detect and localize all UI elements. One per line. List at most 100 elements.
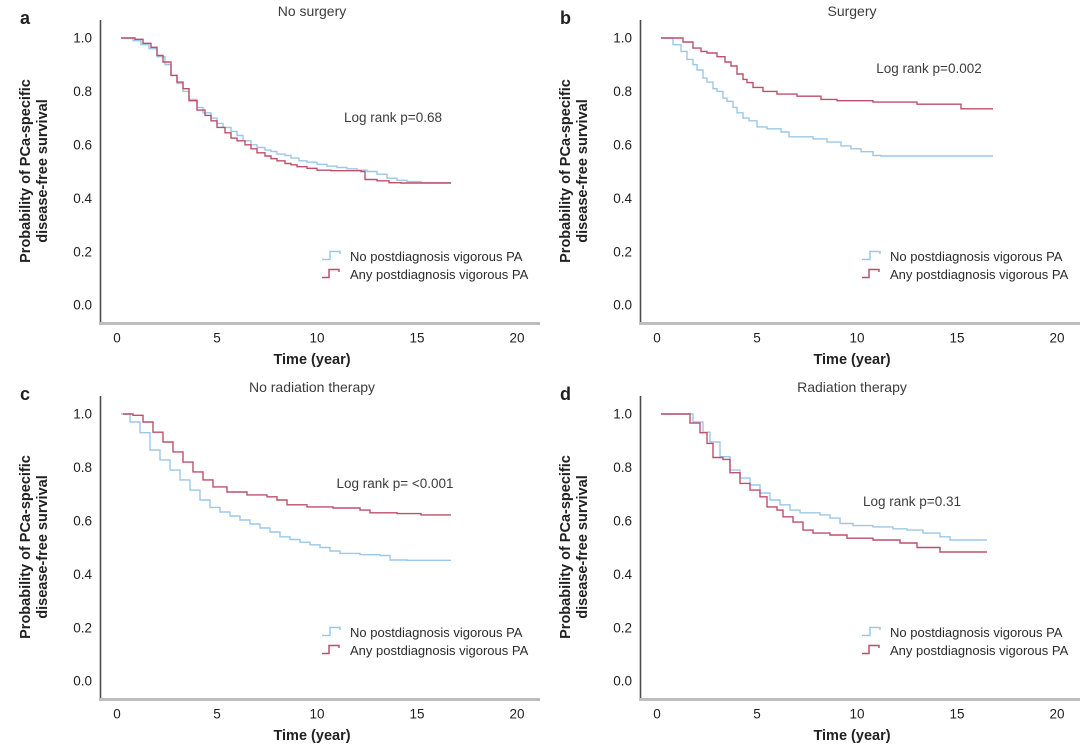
panel-d: d Radiation therapy Probability of PCa-s…	[540, 376, 1080, 753]
y-axis-label-line2: disease-free survival	[35, 475, 51, 618]
x-axis-label: Time (year)	[273, 352, 350, 368]
survival-curve-any-pa	[661, 413, 987, 553]
survival-curve-any-pa	[661, 37, 993, 110]
survival-curves	[121, 413, 451, 561]
survival-curve-no-pa	[661, 37, 993, 157]
legend: No postdiagnosis vigorous PA Any postdia…	[322, 249, 529, 282]
legend: No postdiagnosis vigorous PA Any postdia…	[862, 249, 1069, 282]
panel-b: b Surgery Probability of PCa-specific di…	[540, 0, 1080, 376]
x-tick-label: 0	[113, 331, 121, 346]
x-tick-label: 5	[753, 707, 761, 722]
y-tick-label: 1.0	[613, 31, 632, 46]
axis-tick-labels: 0 5 10 15 20 1.0 0.8 0.6 0.4 0.2 0.0	[73, 407, 524, 722]
x-tick-label: 5	[753, 331, 761, 346]
y-axis-label-line2: disease-free survival	[575, 99, 591, 242]
panel-letter: c	[20, 384, 30, 404]
y-tick-label: 0.0	[613, 674, 632, 689]
legend-label-no-pa: No postdiagnosis vigorous PA	[890, 249, 1063, 264]
x-tick-label: 5	[213, 707, 221, 722]
survival-plot-c: c No radiation therapy Probability of PC…	[18, 379, 540, 744]
y-tick-label: 0.6	[613, 514, 632, 529]
y-tick-label: 1.0	[613, 407, 632, 422]
survival-plot-b: b Surgery Probability of PCa-specific di…	[558, 3, 1080, 368]
legend-swatch-no-pa-icon	[862, 250, 881, 261]
y-tick-label: 0.0	[73, 674, 92, 689]
axis-tick-labels: 0 5 10 15 20 1.0 0.8 0.6 0.4 0.2 0.0	[73, 31, 524, 346]
panel-title: No surgery	[278, 3, 346, 19]
survival-curves	[661, 413, 987, 553]
y-tick-label: 0.2	[73, 620, 92, 635]
logrank-p-label: Log rank p=0.68	[344, 110, 442, 125]
x-tick-label: 10	[849, 331, 864, 346]
x-axis-label: Time (year)	[813, 728, 890, 744]
logrank-p-label: Log rank p= <0.001	[336, 476, 453, 491]
panel-title: Radiation therapy	[797, 379, 907, 395]
survival-curves	[661, 37, 993, 157]
logrank-p-label: Log rank p=0.31	[863, 494, 961, 509]
survival-plot-a: a No surgery Probability of PCa-specific…	[18, 3, 540, 368]
legend-label-any-pa: Any postdiagnosis vigorous PA	[890, 267, 1069, 282]
y-tick-label: 0.2	[613, 620, 632, 635]
y-tick-label: 0.8	[613, 84, 632, 99]
x-tick-label: 10	[309, 707, 324, 722]
legend-label-no-pa: No postdiagnosis vigorous PA	[890, 625, 1063, 640]
legend-label-no-pa: No postdiagnosis vigorous PA	[350, 625, 523, 640]
y-tick-label: 0.4	[73, 191, 92, 206]
y-axis-label-line1: Probability of PCa-specific	[558, 455, 574, 639]
y-tick-label: 0.6	[73, 138, 92, 153]
y-axis-label-line2: disease-free survival	[575, 475, 591, 618]
survival-curve-any-pa	[123, 413, 451, 516]
panel-letter: a	[20, 8, 31, 28]
x-tick-label: 15	[949, 331, 964, 346]
y-tick-label: 0.6	[613, 138, 632, 153]
y-axis-label-line2: disease-free survival	[35, 99, 51, 242]
y-tick-label: 0.8	[73, 460, 92, 475]
x-tick-label: 0	[653, 707, 661, 722]
y-tick-label: 0.4	[613, 191, 632, 206]
x-axis-label: Time (year)	[273, 728, 350, 744]
panel-letter: b	[560, 8, 571, 28]
y-tick-label: 0.8	[73, 84, 92, 99]
panel-c: c No radiation therapy Probability of PC…	[0, 376, 540, 753]
x-tick-label: 10	[849, 707, 864, 722]
survival-curves	[121, 37, 451, 184]
x-tick-label: 15	[949, 707, 964, 722]
legend-label-any-pa: Any postdiagnosis vigorous PA	[350, 267, 529, 282]
y-tick-label: 0.2	[613, 244, 632, 259]
legend-swatch-no-pa-icon	[862, 626, 881, 637]
survival-curve-any-pa	[121, 37, 451, 184]
y-axis-label-line1: Probability of PCa-specific	[558, 79, 574, 263]
x-tick-label: 20	[509, 331, 524, 346]
y-axis-label-line1: Probability of PCa-specific	[18, 455, 34, 639]
x-tick-label: 15	[409, 707, 424, 722]
legend-label-no-pa: No postdiagnosis vigorous PA	[350, 249, 523, 264]
legend-swatch-any-pa-icon	[862, 644, 880, 655]
x-tick-label: 20	[1049, 331, 1064, 346]
panel-title: No radiation therapy	[249, 379, 375, 395]
x-tick-label: 5	[213, 331, 221, 346]
panel-title: Surgery	[827, 3, 876, 19]
legend-swatch-any-pa-icon	[862, 268, 880, 279]
y-axis-label-line1: Probability of PCa-specific	[18, 79, 34, 263]
y-tick-label: 0.6	[73, 514, 92, 529]
axis-tick-labels: 0 5 10 15 20 1.0 0.8 0.6 0.4 0.2 0.0	[613, 407, 1064, 722]
legend-swatch-no-pa-icon	[322, 250, 341, 261]
axis-tick-labels: 0 5 10 15 20 1.0 0.8 0.6 0.4 0.2 0.0	[613, 31, 1064, 346]
panel-a: a No surgery Probability of PCa-specific…	[0, 0, 540, 376]
x-tick-label: 10	[309, 331, 324, 346]
legend-label-any-pa: Any postdiagnosis vigorous PA	[890, 643, 1069, 658]
legend: No postdiagnosis vigorous PA Any postdia…	[322, 625, 529, 658]
y-tick-label: 0.2	[73, 244, 92, 259]
y-tick-label: 0.0	[613, 298, 632, 313]
legend: No postdiagnosis vigorous PA Any postdia…	[862, 625, 1069, 658]
y-tick-label: 0.0	[73, 298, 92, 313]
legend-swatch-no-pa-icon	[322, 626, 341, 637]
legend-swatch-any-pa-icon	[322, 644, 340, 655]
y-tick-label: 1.0	[73, 31, 92, 46]
x-tick-label: 0	[113, 707, 121, 722]
y-tick-label: 1.0	[73, 407, 92, 422]
x-tick-label: 20	[1049, 707, 1064, 722]
survival-curve-no-pa	[661, 413, 987, 541]
x-tick-label: 15	[409, 331, 424, 346]
